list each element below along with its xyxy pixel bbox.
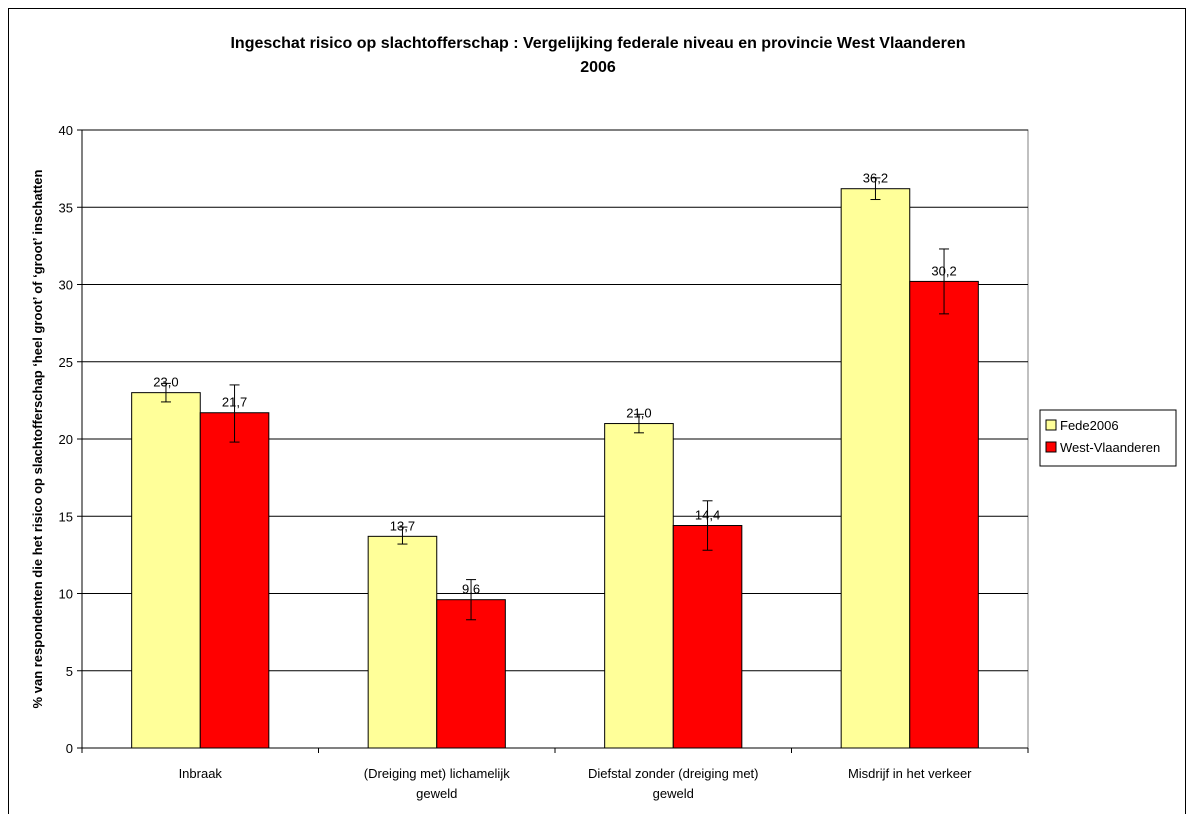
- bar-1-0: [199, 412, 270, 749]
- data-label: 14,4: [695, 508, 720, 523]
- legend-swatch: [1045, 419, 1057, 431]
- bar-0-3: [840, 188, 911, 749]
- bar-1-1: [436, 599, 506, 749]
- y-axis-label: % van respondenten die het risico op sla…: [30, 170, 45, 709]
- data-label: 13,7: [390, 518, 415, 533]
- x-category-label: Diefstal zonder (dreiging met): [588, 766, 759, 781]
- bars: [131, 188, 979, 749]
- chart-frame: [8, 8, 1186, 814]
- y-tick-label: 10: [59, 587, 73, 602]
- data-label: 21,7: [222, 395, 247, 410]
- legend-box: [1039, 409, 1177, 467]
- chart-title-line-2: 2006: [580, 59, 616, 76]
- data-label: 9,6: [462, 582, 480, 597]
- data-labels: 23,0 21,7 13,7 9,6 21,0 14,4 36,2 30,2: [153, 171, 956, 597]
- legend-entry: Fede2006: [1060, 418, 1119, 433]
- y-tick-label: 35: [59, 200, 73, 215]
- x-category-label: geweld: [416, 786, 457, 801]
- y-tick-label: 0: [66, 741, 73, 756]
- y-tick-label: 20: [59, 432, 73, 447]
- y-tick-labels: 0 5 10 15 20 25 30 35 40: [59, 123, 73, 756]
- bar-0-1: [367, 535, 438, 749]
- chart-title-line-1: Ingeschat risico op slachtofferschap : V…: [230, 35, 965, 52]
- x-category-label: (Dreiging met) lichamelijk: [364, 766, 510, 781]
- y-tick-label: 25: [59, 355, 73, 370]
- y-tick-label: 40: [59, 123, 73, 138]
- axes: [77, 129, 1029, 753]
- legend-entry: West-Vlaanderen: [1060, 440, 1160, 455]
- data-label: 23,0: [153, 375, 178, 390]
- legend: Fede2006 West-Vlaanderen: [1039, 409, 1177, 467]
- data-label: 21,0: [626, 406, 651, 421]
- y-tick-label: 15: [59, 509, 73, 524]
- x-category-label: Misdrijf in het verkeer: [848, 766, 972, 781]
- x-category-label: geweld: [653, 786, 694, 801]
- x-category-labels: Inbraak (Dreiging met) lichamelijk geweld D…: [179, 766, 973, 801]
- x-category-label: Inbraak: [179, 766, 223, 781]
- legend-swatch: [1045, 441, 1057, 453]
- error-bars: [160, 177, 950, 621]
- data-label: 30,2: [931, 263, 956, 278]
- bar-0-0: [131, 392, 201, 749]
- y-tick-label: 5: [66, 664, 73, 679]
- y-tick-label: 30: [59, 278, 73, 293]
- bar-0-2: [604, 423, 674, 749]
- bar-1-2: [672, 525, 743, 749]
- data-label: 36,2: [863, 171, 888, 186]
- bar-1-3: [909, 280, 979, 749]
